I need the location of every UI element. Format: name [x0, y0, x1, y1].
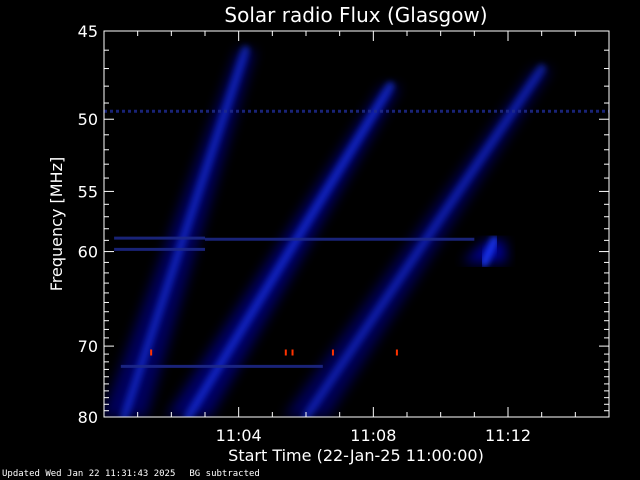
- interference-layer: [104, 109, 609, 368]
- y-tick-label-45: 45: [78, 22, 98, 41]
- spike-3: [331, 349, 334, 356]
- y-tick-label-50: 50: [78, 110, 98, 129]
- updated-timestamp: Updated Wed Jan 22 11:31:43 2025: [2, 469, 176, 479]
- y-tick-label-70: 70: [78, 337, 98, 356]
- footer: Updated Wed Jan 22 11:31:43 2025 BG subtr…: [2, 469, 274, 479]
- x-tick-label-12: 11:12: [485, 426, 531, 445]
- emission-layer: [104, 45, 552, 417]
- y-tick-label-80: 80: [78, 408, 98, 427]
- emission-core-drifting-band-c: [301, 64, 547, 417]
- spike-1: [284, 349, 287, 356]
- y-axis: 45 50 55 60 70 80: [78, 22, 609, 427]
- y-tick-label-55: 55: [78, 182, 98, 201]
- spike-4: [395, 349, 398, 356]
- emission-core-hotspot: [479, 235, 500, 267]
- x-tick-label-4: 11:04: [216, 426, 262, 445]
- plot-frame: [103, 30, 610, 418]
- emission-core-drifting-band-b: [183, 81, 395, 417]
- x-axis: 11:04 11:08 11:12: [103, 31, 610, 445]
- x-axis-label: Start Time (22-Jan-25 11:00:00): [228, 446, 484, 465]
- y-axis-label: Frequency [MHz]: [47, 157, 66, 291]
- chart-title: Solar radio Flux (Glasgow): [224, 3, 487, 27]
- x-tick-label-8: 11:08: [350, 426, 396, 445]
- spike-0: [150, 349, 153, 356]
- spike-2: [291, 349, 294, 356]
- spike-layer: [150, 349, 398, 356]
- y-tick-label-60: 60: [78, 243, 98, 262]
- background-note: BG subtracted: [189, 469, 260, 479]
